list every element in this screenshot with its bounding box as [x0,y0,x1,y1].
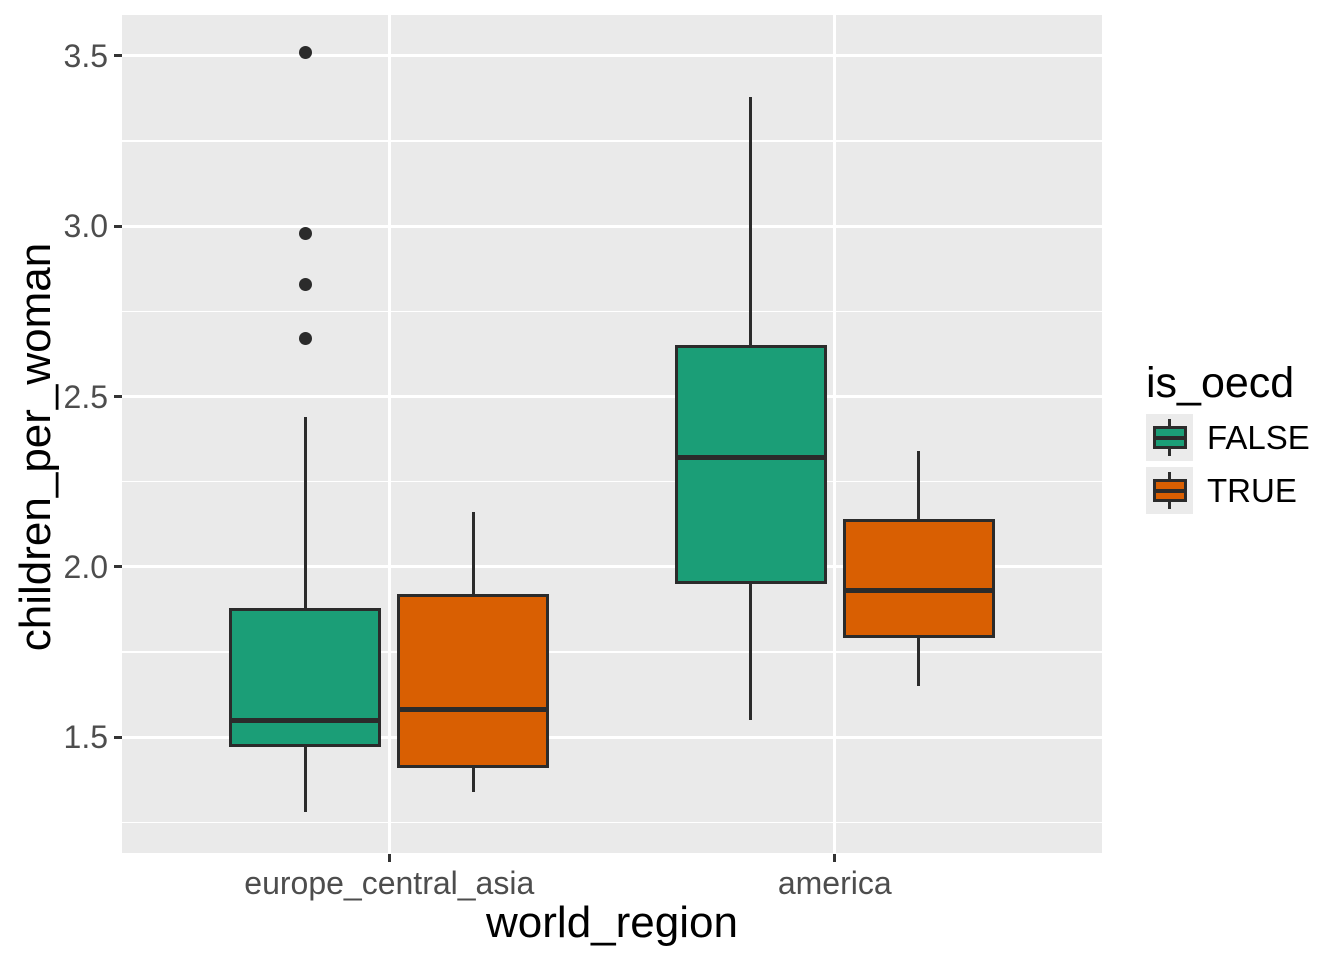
y-tick-label: 2.5 [63,378,108,415]
x-tick-mark [833,854,837,862]
gridline-major [122,395,1102,399]
whisker-lower [303,747,307,813]
whisker-upper [303,416,307,608]
median-line [232,717,379,723]
y-tick-mark [114,395,122,399]
legend-label-false: FALSE [1207,419,1310,456]
x-tick-label: america [777,865,892,901]
gridline-major [122,54,1102,58]
whisker-upper [917,451,921,520]
boxplot-box-america-false [674,345,827,584]
boxplot-box-europe_central_asia-false [229,607,382,748]
whisker-lower [471,767,475,792]
boxplot-glyph-median [1156,436,1184,440]
gridline-major [122,735,1102,739]
median-line [677,455,824,461]
y-axis-title: children_per_woman [11,242,60,652]
gridline-minor [122,821,1102,824]
y-tick-label: 2.0 [63,548,108,585]
whisker-lower [917,638,921,687]
y-tick-mark [114,54,122,58]
boxplot-box-america-true [842,519,995,639]
gridline-major [122,224,1102,228]
whisker-lower [749,583,753,721]
y-tick-label: 1.5 [63,719,108,756]
gridline-major-vertical [833,15,837,853]
boxplot-glyph-box-false [1153,426,1187,449]
legend-label-true: TRUE [1207,472,1297,509]
gridline-minor [122,140,1102,142]
gridline-minor [122,651,1102,653]
gridline-minor [122,480,1102,483]
whisker-upper [471,512,475,595]
gridline-major [122,565,1102,569]
gridline-minor [122,310,1102,313]
y-tick-mark [114,565,122,569]
boxplot-glyph-box-true [1153,479,1187,502]
outlier-point [298,45,312,59]
x-tick-mark [387,854,391,862]
y-tick-label: 3.0 [63,208,108,245]
x-tick-label: europe_central_asia [244,865,535,901]
outlier-point [298,277,312,291]
y-tick-mark [114,735,122,739]
median-line [400,707,547,713]
plot-panel [122,15,1102,853]
boxplot-box-europe_central_asia-true [397,594,550,768]
outlier-point [298,332,312,346]
y-tick-mark [114,224,122,228]
outlier-point [298,226,312,240]
legend-key-true [1146,467,1193,514]
y-tick-label: 3.5 [63,37,108,74]
boxplot-glyph-median [1156,489,1184,493]
median-line [845,588,992,594]
legend-title: is_oecd [1146,359,1295,407]
whisker-upper [749,96,753,346]
legend-key-false [1146,414,1193,461]
x-axis-title: world_region [486,898,738,947]
gridline-major-vertical [387,15,391,853]
